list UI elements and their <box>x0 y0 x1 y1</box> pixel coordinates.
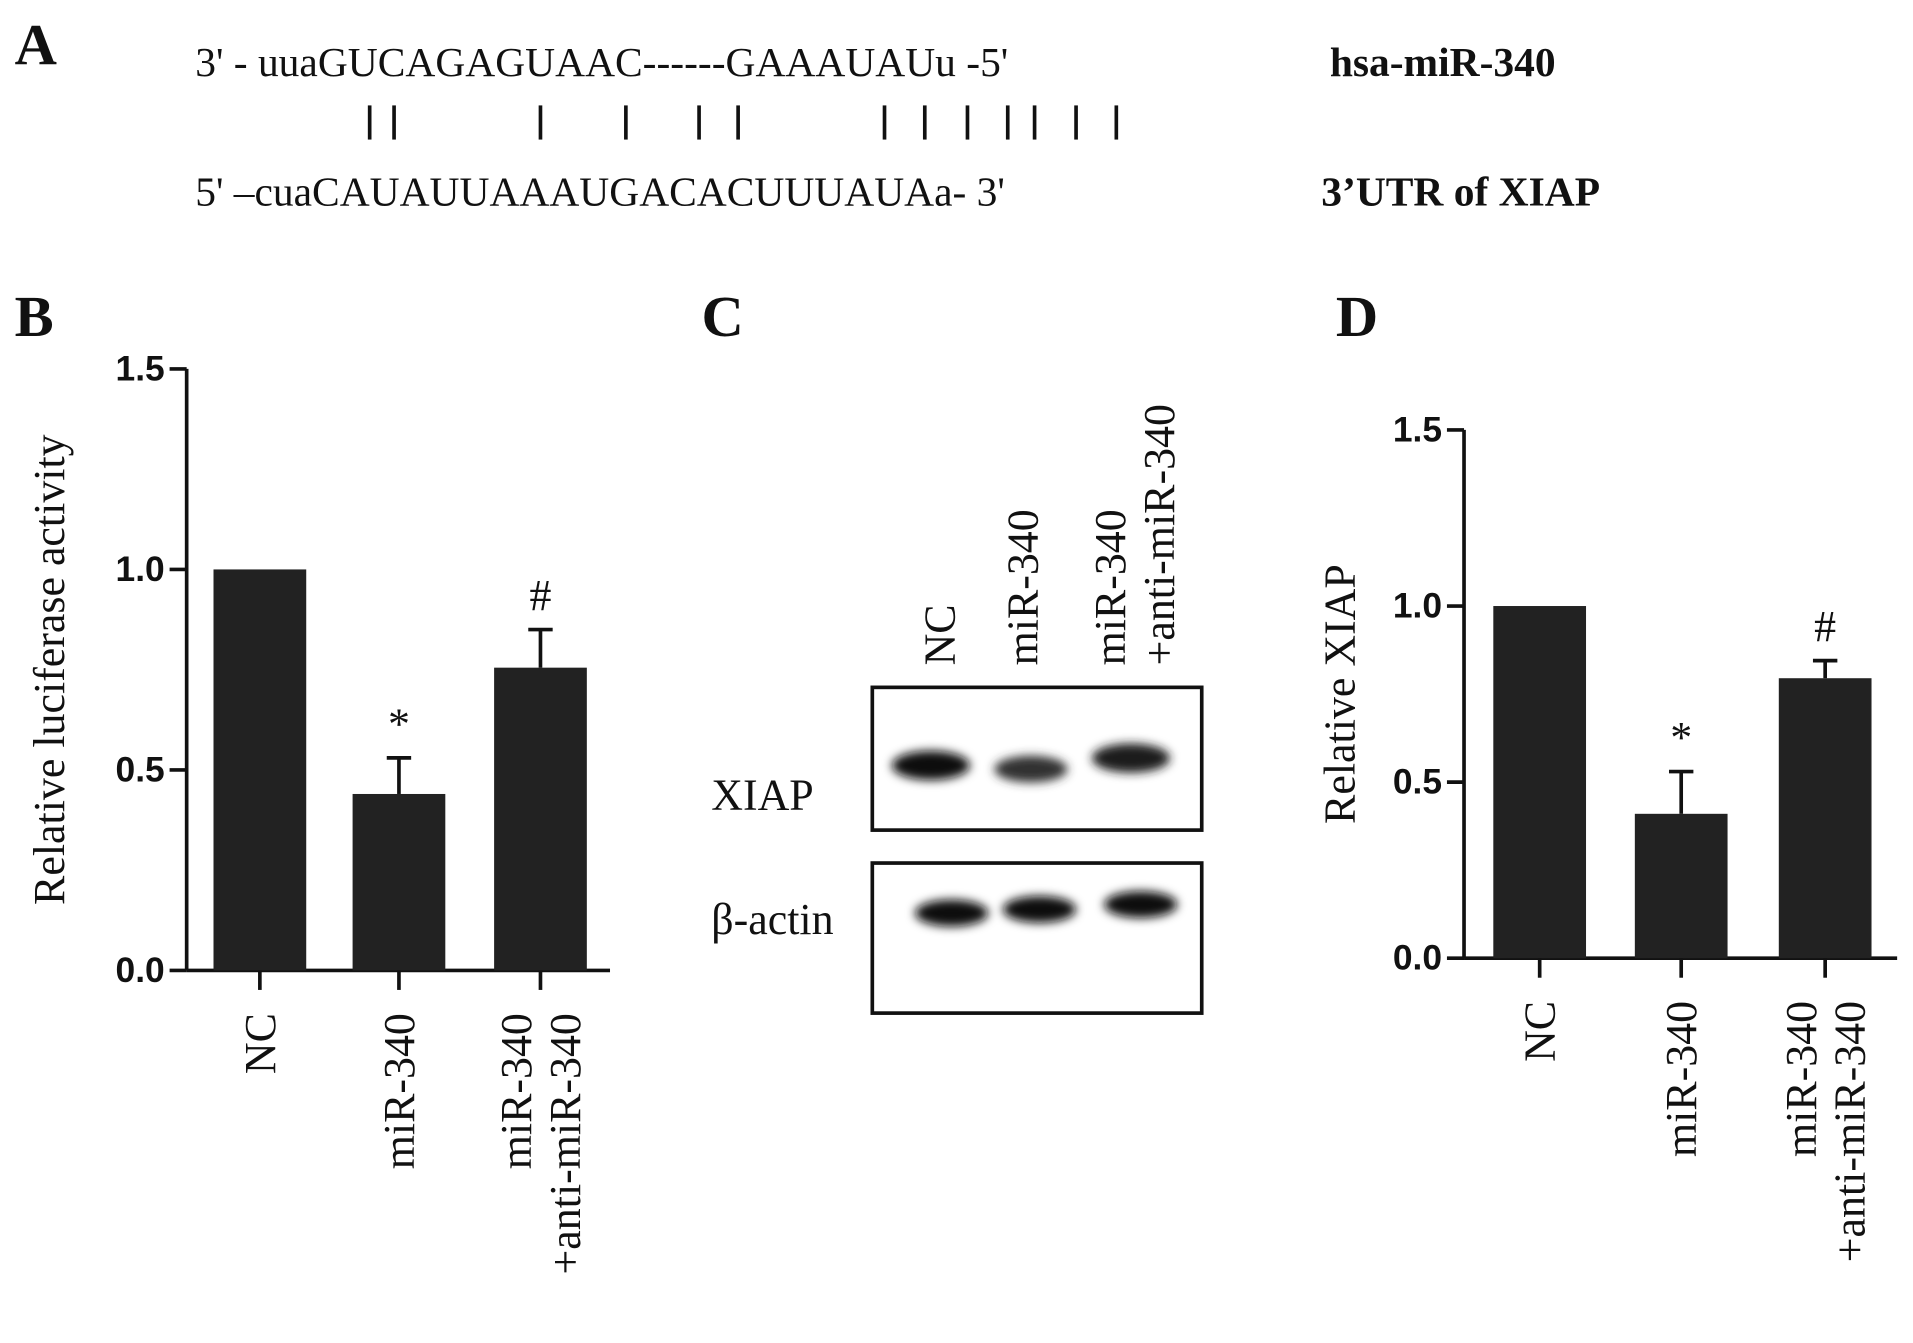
x-tick-label: NC <box>1515 1001 1564 1062</box>
bar <box>494 667 587 971</box>
blot-box <box>870 861 1204 1015</box>
sequence-name: hsa-miR-340 <box>1330 39 1556 85</box>
bar <box>1778 678 1872 959</box>
lane-label: miR-340+anti-miR-340 <box>1086 404 1184 665</box>
x-tick-label: miR-340 <box>374 1013 423 1169</box>
sequence: 3' - uuaGUCAGAGUAAC------GAAAUAUu -5' <box>195 39 1008 85</box>
sequence: 5' –cuaCAUAUUAAAUGACACUUUAUAa- 3' <box>195 168 1005 214</box>
y-tick-label: 1.5 <box>1393 410 1442 449</box>
x-tick-label: miR-340+anti-miR-340 <box>492 1013 590 1274</box>
y-axis-label: Relative luciferase activity <box>24 434 73 905</box>
panel-label: B <box>15 284 54 349</box>
lane-label: NC <box>915 604 964 665</box>
sequence-name: 3’UTR of XIAP <box>1321 168 1600 214</box>
bands <box>891 743 1178 927</box>
annotation: # <box>1814 602 1836 651</box>
y-axis-label: Relative XIAP <box>1315 564 1364 824</box>
bar <box>213 569 307 971</box>
bar <box>1493 606 1587 959</box>
base-pairs <box>367 105 1119 140</box>
row-label: XIAP <box>711 770 813 819</box>
annotation: * <box>388 699 410 748</box>
annotation: * <box>1670 713 1692 762</box>
row-label: β-actin <box>711 895 833 944</box>
x-tick-label: miR-340+anti-miR-340 <box>1776 1001 1874 1262</box>
y-tick-label: 0.0 <box>1393 939 1442 978</box>
panel-label: A <box>15 12 57 77</box>
y-tick-label: 0.5 <box>116 750 165 789</box>
y-tick-label: 1.5 <box>116 349 165 388</box>
bar <box>352 793 446 971</box>
lane-label: miR-340 <box>998 509 1047 665</box>
panel-label: C <box>702 284 744 349</box>
y-tick-label: 1.0 <box>1393 587 1442 626</box>
x-tick-label: NC <box>235 1013 284 1074</box>
y-tick-label: 1.0 <box>116 550 165 589</box>
y-tick-label: 0.0 <box>116 951 165 990</box>
x-tick-label: miR-340 <box>1657 1001 1706 1157</box>
y-tick-label: 0.5 <box>1393 763 1442 802</box>
panel-label: D <box>1336 284 1378 349</box>
annotation: # <box>529 571 551 620</box>
bar <box>1634 813 1728 959</box>
